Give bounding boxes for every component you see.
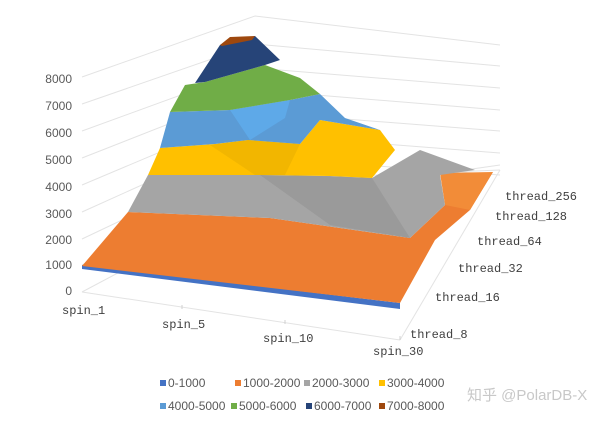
z-tick-1000: 1000	[45, 258, 72, 272]
legend-item-5000-6000: 5000-6000	[231, 399, 296, 413]
legend-item-2000-3000: 2000-3000	[304, 376, 369, 390]
legend-label: 0-1000	[168, 376, 206, 390]
legend-item-6000-7000: 6000-7000	[306, 399, 371, 413]
legend-swatch-icon	[160, 402, 166, 409]
surface	[82, 36, 493, 309]
y-tick-thread-16: thread_16	[435, 291, 500, 305]
z-tick-2000: 2000	[45, 233, 72, 247]
legend-swatch-icon	[306, 402, 312, 409]
legend-item-1000-2000: 1000-2000	[235, 376, 300, 390]
z-tick-6000: 6000	[45, 126, 72, 140]
legend-swatch-icon	[160, 379, 166, 386]
legend-label: 1000-2000	[243, 376, 301, 390]
legend-label: 4000-5000	[168, 399, 226, 413]
x-tick-spin-5: spin_5	[162, 318, 206, 332]
x-tick-spin-30: spin_30	[373, 345, 424, 359]
y-tick-thread-128: thread_128	[495, 210, 568, 224]
watermark: 知乎 @PolarDB-X	[467, 387, 588, 404]
legend-item-0-1000: 0-1000	[160, 376, 205, 390]
y-tick-thread-64: thread_64	[477, 235, 542, 249]
legend-swatch-icon	[235, 379, 241, 386]
legend-label: 6000-7000	[314, 399, 372, 413]
legend-label: 3000-4000	[387, 376, 445, 390]
z-tick-7000: 7000	[45, 99, 72, 113]
z-tick-0: 0	[65, 284, 72, 298]
legend-label: 2000-3000	[312, 376, 370, 390]
legend-item-3000-4000: 3000-4000	[379, 376, 444, 390]
z-tick-8000: 8000	[45, 72, 72, 86]
legend-swatch-icon	[379, 402, 385, 409]
legend-item-4000-5000: 4000-5000	[160, 399, 225, 413]
legend-swatch-icon	[231, 402, 237, 409]
axis-ticks	[181, 305, 401, 340]
z-tick-5000: 5000	[45, 153, 72, 167]
y-tick-thread-32: thread_32	[458, 262, 523, 276]
legend-item-7000-8000: 7000-8000	[379, 399, 444, 413]
x-tick-spin-1: spin_1	[62, 304, 106, 318]
legend-label: 7000-8000	[387, 399, 445, 413]
z-tick-4000: 4000	[45, 180, 72, 194]
legend-swatch-icon	[379, 379, 385, 386]
y-tick-thread-8: thread_8	[410, 328, 468, 342]
y-tick-thread-256: thread_256	[505, 190, 578, 204]
x-tick-spin-10: spin_10	[263, 332, 314, 346]
legend-label: 5000-6000	[239, 399, 297, 413]
legend-swatch-icon	[304, 379, 310, 386]
z-tick-3000: 3000	[45, 207, 72, 221]
